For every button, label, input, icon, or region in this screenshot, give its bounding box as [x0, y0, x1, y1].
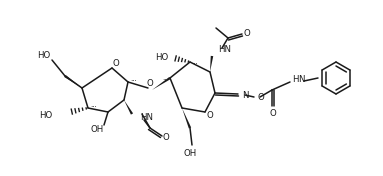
Text: N: N — [298, 74, 304, 83]
Text: ···: ··· — [130, 78, 137, 84]
Text: O: O — [270, 108, 277, 118]
Text: HO: HO — [155, 52, 168, 61]
Polygon shape — [182, 108, 191, 128]
Polygon shape — [64, 75, 82, 88]
Text: ···: ··· — [90, 104, 97, 110]
Polygon shape — [124, 100, 133, 115]
Polygon shape — [210, 56, 213, 72]
Text: HN: HN — [218, 46, 231, 55]
Text: H: H — [292, 74, 298, 83]
Text: N: N — [242, 90, 249, 99]
Text: HO: HO — [39, 112, 52, 121]
Text: O: O — [147, 78, 153, 87]
Text: O: O — [257, 93, 264, 102]
Text: ···: ··· — [191, 61, 198, 67]
Text: OH: OH — [183, 149, 196, 158]
Polygon shape — [152, 77, 171, 90]
Text: OH: OH — [90, 125, 104, 134]
Text: O: O — [113, 59, 119, 68]
Text: HO: HO — [38, 51, 51, 59]
Text: ···: ··· — [162, 77, 169, 83]
Text: HN: HN — [140, 114, 153, 122]
Text: O: O — [163, 134, 169, 143]
Text: O: O — [244, 29, 250, 37]
Text: O: O — [206, 112, 213, 121]
